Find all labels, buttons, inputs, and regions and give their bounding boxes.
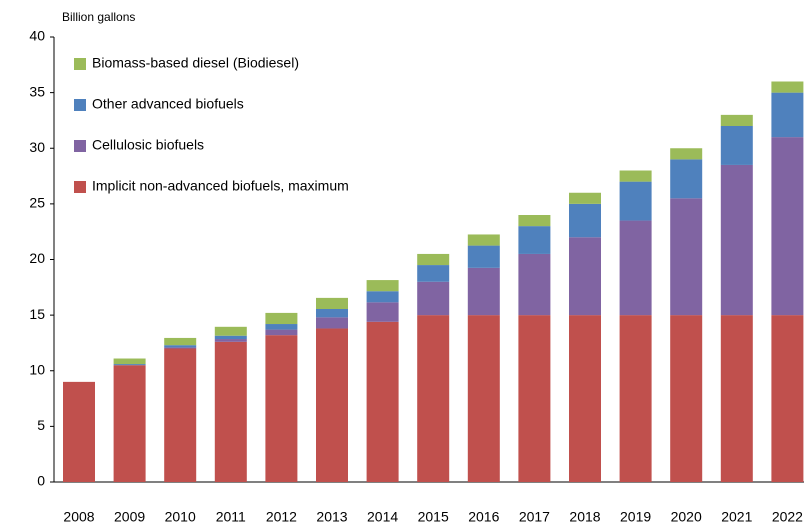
bar-segment bbox=[720, 126, 753, 165]
x-tick-label: 2008 bbox=[63, 509, 94, 525]
bar-segment bbox=[366, 302, 399, 322]
bar-segment bbox=[214, 335, 247, 340]
legend-swatch bbox=[74, 58, 86, 70]
y-tick-label: 10 bbox=[29, 361, 45, 377]
y-tick-label: 0 bbox=[37, 473, 45, 489]
x-tick-label: 2020 bbox=[671, 509, 702, 525]
bar-segment bbox=[720, 164, 753, 316]
y-tick-label: 40 bbox=[29, 28, 45, 44]
bar-segment bbox=[214, 341, 247, 482]
y-tick-label: 35 bbox=[29, 83, 45, 99]
bar-segment bbox=[619, 315, 652, 482]
bar-segment bbox=[569, 203, 601, 238]
x-tick-label: 2011 bbox=[216, 509, 246, 525]
bar-segment bbox=[366, 321, 399, 482]
y-tick-label: 25 bbox=[29, 195, 45, 211]
x-tick-label: 2009 bbox=[114, 509, 145, 525]
bar-segment bbox=[417, 315, 450, 482]
bar-segment bbox=[467, 245, 500, 268]
bar-segment bbox=[467, 315, 500, 482]
bar-segment bbox=[164, 348, 197, 482]
bar-segment bbox=[771, 315, 804, 482]
bar-segment bbox=[214, 326, 247, 336]
legend-swatch bbox=[74, 181, 86, 193]
bar-segment bbox=[113, 358, 146, 365]
bar-segment bbox=[316, 317, 348, 329]
bar-segment bbox=[720, 114, 753, 126]
x-tick-label: 2018 bbox=[569, 509, 600, 525]
bar-segment bbox=[720, 315, 753, 482]
bar-segment bbox=[467, 267, 500, 316]
bar-segment bbox=[164, 347, 197, 349]
x-tick-label: 2016 bbox=[468, 509, 499, 525]
bar-segment bbox=[670, 148, 703, 160]
bar-segment bbox=[265, 335, 298, 482]
bar-segment bbox=[164, 345, 197, 348]
bar-segment bbox=[265, 324, 298, 330]
x-tick-label: 2021 bbox=[721, 509, 752, 525]
x-tick-label: 2010 bbox=[165, 509, 196, 525]
bar-segment bbox=[518, 253, 551, 316]
bar-segment bbox=[164, 337, 197, 346]
bar-segment bbox=[113, 365, 146, 482]
y-axis-label: Billion gallons bbox=[62, 10, 135, 24]
bar-segment bbox=[670, 198, 703, 316]
y-tick-label: 30 bbox=[29, 139, 45, 155]
legend-label: Biomass-based diesel (Biodiesel) bbox=[92, 55, 299, 71]
bar-segment bbox=[619, 181, 652, 221]
bar-segment bbox=[63, 381, 95, 482]
bar-segment bbox=[316, 309, 348, 318]
legend-swatch bbox=[74, 99, 86, 111]
bar-segment bbox=[467, 234, 500, 246]
bar-segment bbox=[417, 253, 450, 266]
bar-segment bbox=[366, 291, 399, 303]
bar-segment bbox=[771, 81, 804, 93]
bar-segment bbox=[569, 192, 601, 204]
x-tick-label: 2017 bbox=[519, 509, 550, 525]
bar-segment bbox=[771, 92, 804, 138]
x-tick-label: 2012 bbox=[266, 509, 297, 525]
x-tick-label: 2014 bbox=[367, 509, 398, 525]
x-tick-label: 2013 bbox=[316, 509, 347, 525]
legend-swatch bbox=[74, 140, 86, 152]
legend-label: Implicit non-advanced biofuels, maximum bbox=[92, 178, 349, 194]
x-tick-label: 2022 bbox=[772, 509, 803, 525]
legend-label: Other advanced biofuels bbox=[92, 96, 244, 112]
bar-segment bbox=[670, 159, 703, 199]
x-tick-label: 2015 bbox=[418, 509, 449, 525]
bar-segment bbox=[569, 315, 601, 482]
bar-segment bbox=[518, 215, 551, 227]
bar-segment bbox=[518, 226, 551, 254]
bar-segment bbox=[619, 220, 652, 316]
y-tick-label: 20 bbox=[29, 250, 45, 266]
bar-segment bbox=[316, 328, 348, 482]
bar-segment bbox=[316, 297, 348, 310]
bar-segment bbox=[569, 237, 601, 316]
y-tick-label: 15 bbox=[29, 306, 45, 322]
bar-segment bbox=[771, 137, 804, 316]
bar-segment bbox=[417, 265, 450, 282]
y-tick-label: 5 bbox=[37, 417, 45, 433]
bar-segment bbox=[366, 280, 399, 292]
bar-segment bbox=[113, 364, 146, 366]
bar-segment bbox=[265, 329, 298, 336]
x-tick-label: 2019 bbox=[620, 509, 651, 525]
bar-segment bbox=[417, 281, 450, 316]
bar-segment bbox=[518, 315, 551, 482]
bar-segment bbox=[265, 312, 298, 325]
bar-segment bbox=[214, 339, 247, 342]
bar-segment bbox=[670, 315, 703, 482]
bar-segment bbox=[619, 170, 652, 182]
legend-label: Cellulosic biofuels bbox=[92, 137, 204, 153]
